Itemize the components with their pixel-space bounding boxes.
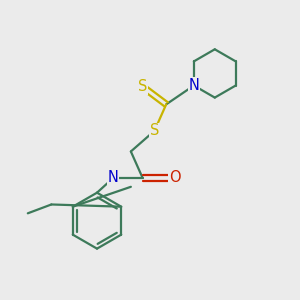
Text: N: N xyxy=(188,78,199,93)
Text: S: S xyxy=(138,79,147,94)
Text: O: O xyxy=(169,170,181,185)
Text: N: N xyxy=(108,170,118,185)
Text: H: H xyxy=(108,170,118,183)
Text: S: S xyxy=(150,123,159,138)
